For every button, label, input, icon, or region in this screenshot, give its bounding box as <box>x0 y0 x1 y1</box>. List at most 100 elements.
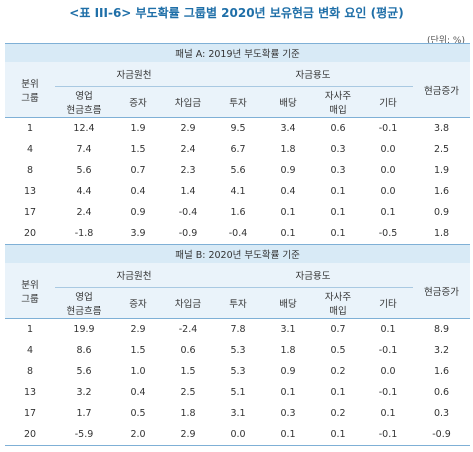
column-header: 투자 <box>213 287 263 319</box>
table-cell: -0.1 <box>378 345 398 356</box>
table-cell: 8.6 <box>76 345 92 356</box>
table-cell: 0.9 <box>280 366 296 377</box>
column-header: 영업 현금흐름 <box>55 86 113 118</box>
table-cell: 2.4 <box>76 207 92 218</box>
table-title: <표 III-6> 부도확률 그룹별 2020년 보유현금 변화 요인 (평균) <box>69 6 404 20</box>
column-header: 투자 <box>213 86 263 118</box>
header-uses: 자금용도 <box>213 62 413 87</box>
table-cell: 0.6 <box>180 345 196 356</box>
table-cell: -5.9 <box>55 424 113 446</box>
table-cell: 1.0 <box>130 366 146 377</box>
table-cell: 5.1 <box>230 387 246 398</box>
panel-title: 패널 B: 2020년 부도확률 기준 <box>5 244 471 263</box>
table-row: 4 7.4 1.5 2.4 6.7 1.8 0.3 0.0 2.5 <box>5 139 470 160</box>
table-cell: 2.9 <box>180 123 196 134</box>
column-header: 배당 <box>263 86 313 118</box>
table-row: 4 8.6 1.5 0.6 5.3 1.8 0.5 -0.1 3.2 <box>5 340 470 361</box>
table-cell: -2.4 <box>178 324 198 335</box>
table-cell: 1.8 <box>180 408 196 419</box>
table-cell: 5.3 <box>230 345 246 356</box>
table-cell: -0.9 <box>163 223 213 245</box>
table-row: 13 3.2 0.4 2.5 5.1 0.1 0.1 -0.1 0.6 <box>5 382 470 403</box>
table-cell: 0.3 <box>330 144 346 155</box>
row-group: 13 <box>23 186 37 197</box>
table-cell: 1.5 <box>130 345 146 356</box>
table-row: 20 -5.9 2.0 2.9 0.0 0.1 0.1 -0.1 -0.9 <box>5 424 471 446</box>
column-header: 차입금 <box>163 86 213 118</box>
table-cell: 0.4 <box>280 186 296 197</box>
table-cell: 2.4 <box>180 144 196 155</box>
table-cell: 3.2 <box>76 387 92 398</box>
table-cell: 7.8 <box>230 324 246 335</box>
table-cell: 2.9 <box>130 324 146 335</box>
table-cell: 7.4 <box>76 144 92 155</box>
table-cell: 0.2 <box>330 408 346 419</box>
table-cell: 0.1 <box>263 223 313 245</box>
table-cell: 0.9 <box>433 207 450 218</box>
table-row: 13 4.4 0.4 1.4 4.1 0.4 0.1 0.0 1.6 <box>5 181 470 202</box>
table-cell: 4.1 <box>230 186 246 197</box>
column-header: 증자 <box>113 287 163 319</box>
table-cell: -0.1 <box>378 123 398 134</box>
table-cell: 0.0 <box>213 424 263 446</box>
table-cell: 0.1 <box>330 387 346 398</box>
table-cell: 5.6 <box>230 165 246 176</box>
table-cell: 1.5 <box>130 144 146 155</box>
table-cell: 3.8 <box>433 123 450 134</box>
table-cell: 3.2 <box>433 345 450 356</box>
panel-table: 패널 B: 2020년 부도확률 기준 분위 그룹 자금원천 자금용도 현금증가 영업 현금흐… <box>5 244 471 446</box>
table-cell: -1.8 <box>55 223 113 245</box>
header-cash-increase: 현금증가 <box>413 263 471 319</box>
row-group: 4 <box>26 144 34 155</box>
table-cell: -0.4 <box>178 207 198 218</box>
row-group: 1 <box>26 123 34 134</box>
table-row: 8 5.6 1.0 1.5 5.3 0.9 0.2 0.0 1.6 <box>5 361 470 382</box>
table-cell: 2.0 <box>113 424 163 446</box>
column-header: 자사주 매입 <box>313 86 363 118</box>
table-cell: 0.4 <box>130 387 146 398</box>
table-cell: 0.1 <box>380 408 396 419</box>
table-cell: 6.7 <box>230 144 246 155</box>
table-cell: 2.5 <box>180 387 196 398</box>
panel-table: 패널 A: 2019년 부도확률 기준 분위 그룹 자금원천 자금용도 현금증가 영업 현금흐… <box>5 43 470 245</box>
table-cell: 1.5 <box>180 366 196 377</box>
table-cell: 0.0 <box>380 165 396 176</box>
table-cell: -0.1 <box>378 387 398 398</box>
header-group: 분위 그룹 <box>5 263 55 319</box>
table-cell: 12.4 <box>73 123 95 134</box>
table-cell: 0.7 <box>130 165 146 176</box>
table-cell: 5.6 <box>76 366 92 377</box>
table-cell: 5.6 <box>76 165 92 176</box>
table-cell: 0.4 <box>130 186 146 197</box>
table-cell: 5.3 <box>230 366 246 377</box>
table-row: 1 12.4 1.9 2.9 9.5 3.4 0.6 -0.1 3.8 <box>5 118 470 140</box>
table-cell: 2.9 <box>163 424 213 446</box>
row-group: 4 <box>26 345 34 356</box>
column-header: 기타 <box>363 86 413 118</box>
table-cell: 1.6 <box>433 186 450 197</box>
table-cell: 0.3 <box>433 408 450 419</box>
table-cell: 0.1 <box>313 424 363 446</box>
table-row: 17 1.7 0.5 1.8 3.1 0.3 0.2 0.1 0.3 <box>5 403 470 424</box>
header-sources: 자금원천 <box>55 62 213 87</box>
table-cell: 1.8 <box>280 144 296 155</box>
header-uses: 자금용도 <box>213 263 413 288</box>
table-cell: -0.5 <box>363 223 413 245</box>
column-header: 배당 <box>263 287 313 319</box>
table-cell: 0.5 <box>330 345 346 356</box>
table-cell: 0.1 <box>280 387 296 398</box>
row-group: 1 <box>26 324 34 335</box>
column-header: 증자 <box>113 86 163 118</box>
row-group: 8 <box>26 366 34 377</box>
unit-label: (단위: %) <box>426 36 465 46</box>
column-header: 차입금 <box>163 287 213 319</box>
table-cell: -0.9 <box>413 424 471 446</box>
table-cell: 0.6 <box>433 387 450 398</box>
table-cell: 0.1 <box>280 207 296 218</box>
table-row: 1 19.9 2.9 -2.4 7.8 3.1 0.7 0.1 8.9 <box>5 319 470 341</box>
table-cell: 0.3 <box>280 408 296 419</box>
table-cell: 0.0 <box>380 366 396 377</box>
table-cell: 3.4 <box>280 123 296 134</box>
row-group: 17 <box>23 408 37 419</box>
